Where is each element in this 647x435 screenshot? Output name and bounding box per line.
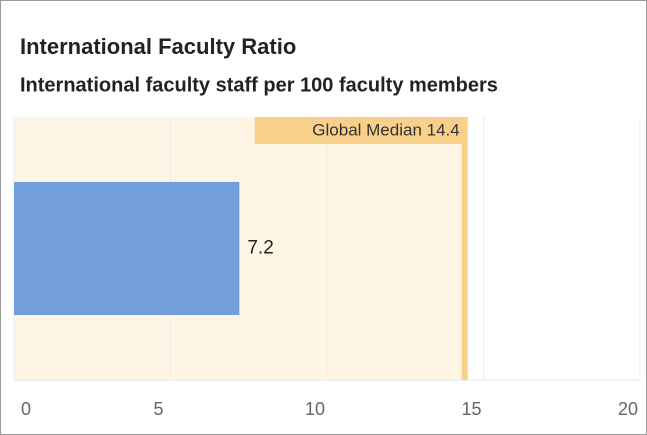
x-tick-label: 0 bbox=[21, 399, 31, 419]
bar bbox=[14, 181, 240, 316]
x-tick-label: 5 bbox=[153, 399, 163, 419]
x-tick-label: 20 bbox=[618, 399, 638, 419]
x-tick-label: 10 bbox=[305, 399, 325, 419]
value-label: 7.2 bbox=[247, 238, 273, 259]
chart-subtitle: International faculty staff per 100 facu… bbox=[20, 74, 498, 96]
x-tick-label: 15 bbox=[461, 399, 481, 419]
median-label-bg bbox=[254, 117, 465, 144]
median-label: Global Median 14.4 bbox=[312, 120, 459, 139]
chart-title: International Faculty Ratio bbox=[20, 34, 296, 59]
